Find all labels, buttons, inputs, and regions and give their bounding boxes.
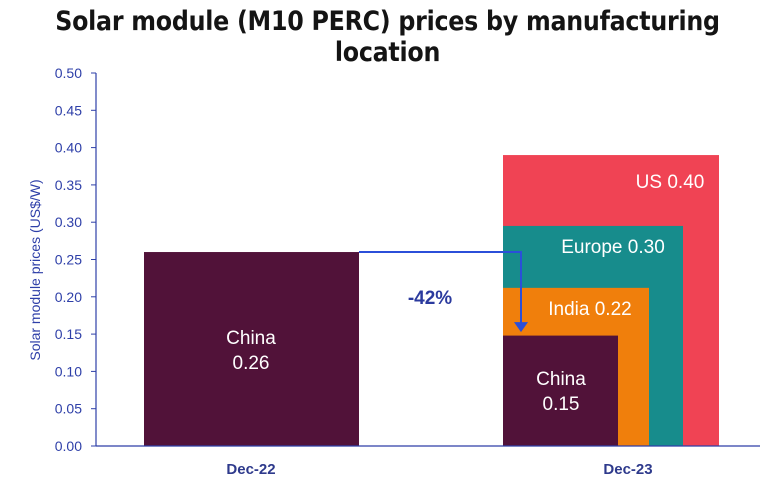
x-tick-label: Dec-22 bbox=[226, 461, 275, 478]
annotation-label: -42% bbox=[408, 288, 452, 309]
y-tick-label: 0.20 bbox=[55, 289, 82, 305]
y-tick-label: 0.15 bbox=[55, 326, 82, 342]
bar-label-dec22-china-value: 0.26 bbox=[233, 353, 270, 374]
y-axis-label: Solar module prices (US$/W) bbox=[27, 179, 43, 360]
y-tick-label: 0.25 bbox=[55, 252, 82, 268]
bar-dec-22-china bbox=[144, 252, 359, 446]
bar-label-india: India 0.22 bbox=[548, 299, 631, 320]
y-tick-label: 0.45 bbox=[55, 102, 82, 118]
axes bbox=[95, 73, 760, 447]
bars bbox=[144, 155, 719, 446]
x-tick-label: Dec-23 bbox=[603, 461, 652, 478]
bar-labels: China 0.26 US 0.40 Europe 0.30 India 0.22 Chi… bbox=[226, 172, 704, 415]
x-axis-ticks: Dec-22 Dec-23 bbox=[226, 461, 652, 478]
bar-dec-23-china bbox=[503, 335, 618, 446]
bar-label-dec23-china-value: 0.15 bbox=[543, 394, 580, 415]
chart-title: Solar module (M10 PERC) prices by manufa… bbox=[55, 6, 720, 68]
bar-label-dec22-china-name: China bbox=[226, 328, 276, 349]
y-tick-label: 0.30 bbox=[55, 214, 82, 230]
y-tick-label: 0.10 bbox=[55, 363, 82, 379]
y-tick-label: 0.40 bbox=[55, 140, 82, 156]
change-annotation: -42% bbox=[359, 251, 528, 333]
bar-label-europe: Europe 0.30 bbox=[561, 237, 665, 258]
annotation-arrow-line bbox=[359, 251, 522, 325]
y-tick-label: 0.35 bbox=[55, 177, 82, 193]
y-tick-label: 0.05 bbox=[55, 401, 82, 417]
y-tick-label: 0.50 bbox=[55, 65, 82, 81]
bar-label-us: US 0.40 bbox=[636, 172, 705, 193]
bar-label-dec23-china-name: China bbox=[536, 369, 586, 390]
y-tick-label: 0.00 bbox=[55, 438, 82, 454]
y-axis-ticks: 0.00 0.05 0.10 0.15 0.20 0.25 0.30 0.35 0.40 0.45… bbox=[55, 65, 96, 454]
annotation-arrowhead bbox=[514, 322, 528, 333]
